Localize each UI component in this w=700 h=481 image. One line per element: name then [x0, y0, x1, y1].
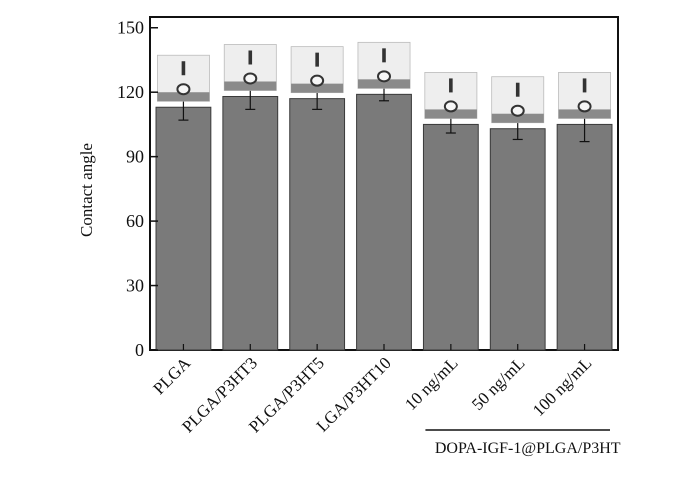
droplet-inset-image [424, 72, 478, 119]
bar [422, 123, 479, 351]
y-tick-label: 0 [135, 340, 144, 360]
droplet-inset-image [558, 72, 612, 119]
bar [489, 128, 546, 351]
y-tick-label: 30 [126, 276, 144, 296]
y-axis-label: Contact angle [77, 143, 96, 237]
bar [356, 93, 412, 351]
y-tick-label: 150 [117, 18, 144, 38]
y-tick-label: 60 [126, 211, 144, 231]
bar [155, 106, 212, 351]
bar [556, 123, 613, 351]
bar [222, 95, 279, 351]
x-tick-label: PLGA [149, 353, 194, 398]
droplet-inset-image [491, 76, 545, 124]
droplet-inset-image [357, 41, 411, 89]
group-label: DOPA-IGF-1@PLGA/P3HT [435, 440, 621, 457]
y-tick-label: 90 [126, 147, 144, 167]
x-tick-label: 10 ng/mL [401, 353, 462, 414]
inset-images-group [156, 41, 612, 124]
droplet-inset-image [156, 54, 210, 102]
y-axis: 0 30 60 90 120 150 [117, 18, 158, 360]
droplet-inset-image [223, 44, 277, 91]
x-tick-label: 50 ng/mL [468, 353, 529, 414]
y-tick-label: 120 [117, 82, 144, 102]
bar [289, 98, 346, 351]
x-tick-label: 100 ng/mL [529, 353, 596, 420]
bars-group [155, 82, 613, 351]
droplet-inset-image [290, 46, 344, 94]
